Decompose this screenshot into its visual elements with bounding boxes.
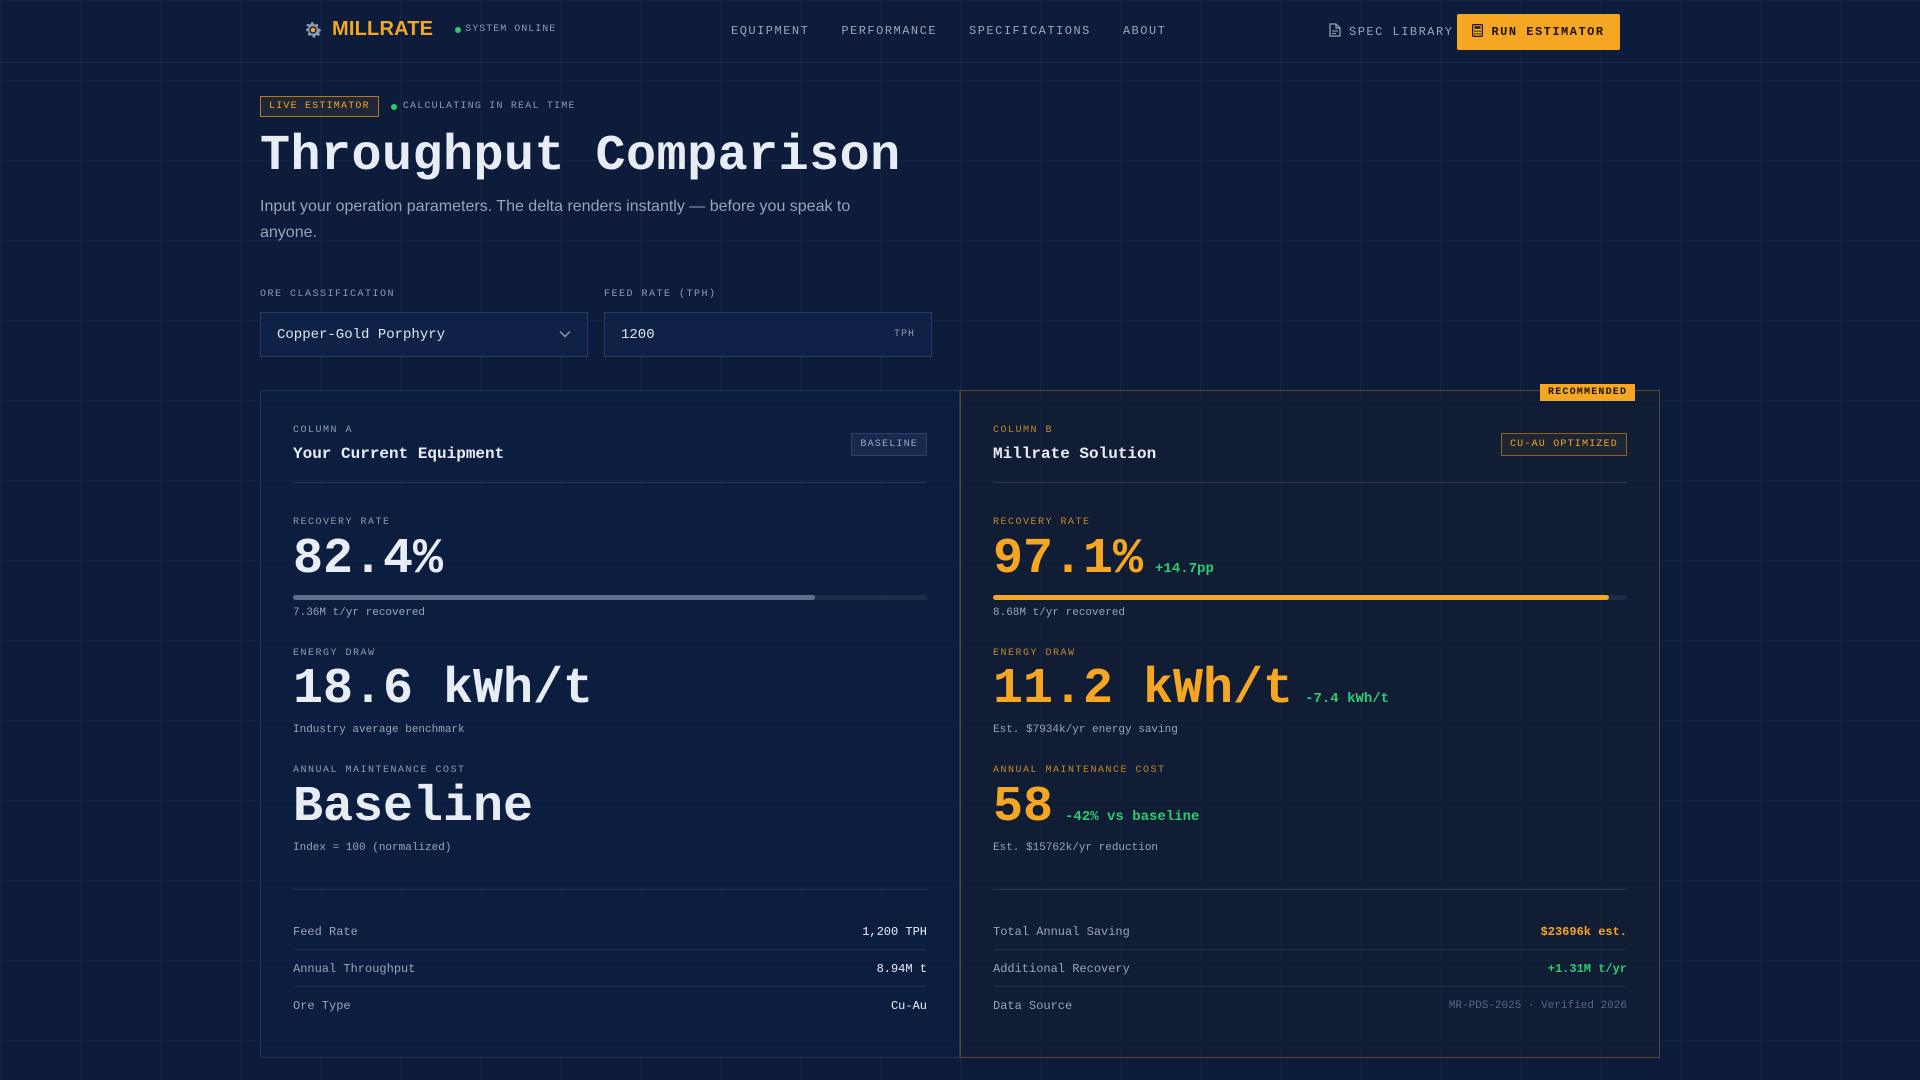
column-b-title: Millrate Solution [993,445,1157,463]
system-status-label: SYSTEM ONLINE [465,24,557,35]
summary-row: Total Annual Saving $23696k est. [993,914,1627,950]
summary-key: Annual Throughput [293,961,416,976]
run-estimator-button[interactable]: RUN ESTIMATOR [1457,14,1620,50]
recovery-rate-value: 82.4% [293,531,443,588]
maintenance-cost-label: ANNUAL MAINTENANCE COST [293,765,466,776]
summary-key: Ore Type [293,999,351,1013]
recovery-rate-number: 97.1% [993,531,1144,588]
live-estimator-badge: LIVE ESTIMATOR [260,96,379,117]
summary-value: 8.94M t [876,961,927,976]
calc-status-dot-icon [390,103,397,110]
recovery-rate-label: RECOVERY RATE [293,517,391,528]
recovery-progress-bar [293,595,927,600]
energy-draw-number: 11.2 kWh/t [993,661,1294,718]
recovery-rate-sub: 7.36M t/yr recovered [293,607,426,619]
divider [993,889,1627,890]
spec-library-link[interactable]: SPEC LIBRARY [1329,23,1453,41]
recovery-rate-label: RECOVERY RATE [993,517,1091,528]
divider [993,482,1627,483]
maintenance-cost-value: 58 -42% vs baseline [993,779,1199,836]
energy-draw-value: 18.6 kWh/t [293,661,593,718]
feed-rate-label: FEED RATE (TPH) [604,289,717,300]
baseline-badge: BASELINE [851,433,927,456]
summary-value: Cu-Au [890,999,927,1013]
brand[interactable]: MILLRATE SYSTEM ONLINE [302,18,556,41]
maintenance-cost-number: 58 [993,779,1054,836]
ore-classification-select[interactable]: Copper-Gold Porphyry [260,312,588,357]
energy-draw-label: ENERGY DRAW [293,648,376,659]
summary-value: 1,200 TPH [862,924,927,939]
millrate-solution-panel: COLUMN B Millrate Solution CU-AU OPTIMIZ… [960,390,1660,1058]
energy-draw-sub: Est. $7934k/yr energy saving [993,724,1178,736]
feed-rate-input[interactable] [621,326,821,343]
summary-value: $23696k est. [1540,924,1627,939]
feed-rate-unit: TPH [893,329,915,340]
calc-status: CALCULATING IN REAL TIME [390,101,576,112]
document-icon [1329,23,1341,41]
menu-item-performance[interactable]: PERFORMANCE [841,24,938,38]
recovery-rate-number: 82.4% [293,531,444,588]
menu-item-about[interactable]: ABOUT [1122,24,1167,38]
chevron-down-icon [559,327,571,343]
recovery-rate-sub: 8.68M t/yr recovered [993,607,1126,619]
menu-item-equipment[interactable]: EQUIPMENT [731,24,810,38]
recovery-rate-value: 97.1% +14.7pp [993,531,1214,588]
top-nav: MILLRATE SYSTEM ONLINE EQUIPMENT PERFORM… [0,0,1920,63]
summary-row: Feed Rate 1,200 TPH [293,914,927,950]
ore-classification-value: Copper-Gold Porphyry [277,326,446,343]
energy-draw-label: ENERGY DRAW [993,648,1076,659]
summary-key: Total Annual Saving [993,924,1130,939]
run-estimator-label: RUN ESTIMATOR [1491,25,1605,39]
summary-row: Additional Recovery +1.31M t/yr [993,951,1627,987]
column-b-label: COLUMN B [993,425,1054,436]
maintenance-cost-number: Baseline [293,779,534,836]
summary-key: Data Source [993,999,1073,1013]
menu-item-specifications[interactable]: SPECIFICATIONS [969,24,1091,38]
recovery-progress-bar [993,595,1627,600]
optimized-badge: CU-AU OPTIMIZED [1500,433,1627,456]
recommended-badge: RECOMMENDED [1540,384,1636,401]
system-status: SYSTEM ONLINE [455,24,556,35]
summary-value: +1.31M t/yr [1547,961,1627,976]
maintenance-cost-value: Baseline [293,779,533,836]
energy-draw-sub: Industry average benchmark [293,724,465,736]
summary-row: Ore Type Cu-Au [293,988,927,1024]
column-a-title: Your Current Equipment [293,445,505,463]
summary-key: Additional Recovery [993,961,1130,976]
summary-row: Annual Throughput 8.94M t [293,951,927,987]
recovery-progress-fill [993,595,1609,600]
recovery-progress-fill [293,595,816,600]
ore-classification-label: ORE CLASSIFICATION [260,289,396,300]
recovery-rate-delta: +14.7pp [1155,561,1214,577]
gear-icon [302,19,324,41]
calculator-icon [1472,23,1484,41]
page-subtitle: Input your operation parameters. The del… [260,198,851,241]
energy-draw-value: 11.2 kWh/t -7.4 kWh/t [993,661,1389,718]
maintenance-cost-label: ANNUAL MAINTENANCE COST [993,765,1166,776]
status-dot-icon [455,26,462,33]
energy-draw-delta: -7.4 kWh/t [1305,691,1390,707]
header-badges: LIVE ESTIMATOR CALCULATING IN REAL TIME [260,96,576,117]
brand-name: MILLRATE [332,18,434,40]
feed-rate-field[interactable]: TPH [604,312,932,357]
divider [293,482,927,483]
main-menu: EQUIPMENT PERFORMANCE SPECIFICATIONS ABO… [731,24,1166,38]
current-equipment-panel: COLUMN A Your Current Equipment BASELINE… [260,390,960,1058]
summary-key: Feed Rate [293,924,358,939]
summary-value: MR-PDS-2025 · Verified 2026 [1448,1000,1627,1012]
divider [293,889,927,890]
spec-library-label: SPEC LIBRARY [1349,25,1454,39]
maintenance-cost-sub: Est. $15762k/yr reduction [993,842,1159,854]
maintenance-cost-sub: Index = 100 (normalized) [293,842,452,854]
energy-draw-number: 18.6 kWh/t [293,661,594,718]
calc-status-label: CALCULATING IN REAL TIME [402,101,576,112]
page-title: Throughput Comparison [260,128,901,185]
column-a-label: COLUMN A [293,425,354,436]
summary-row: Data Source MR-PDS-2025 · Verified 2026 [993,988,1627,1024]
maintenance-cost-delta: -42% vs baseline [1065,809,1200,825]
